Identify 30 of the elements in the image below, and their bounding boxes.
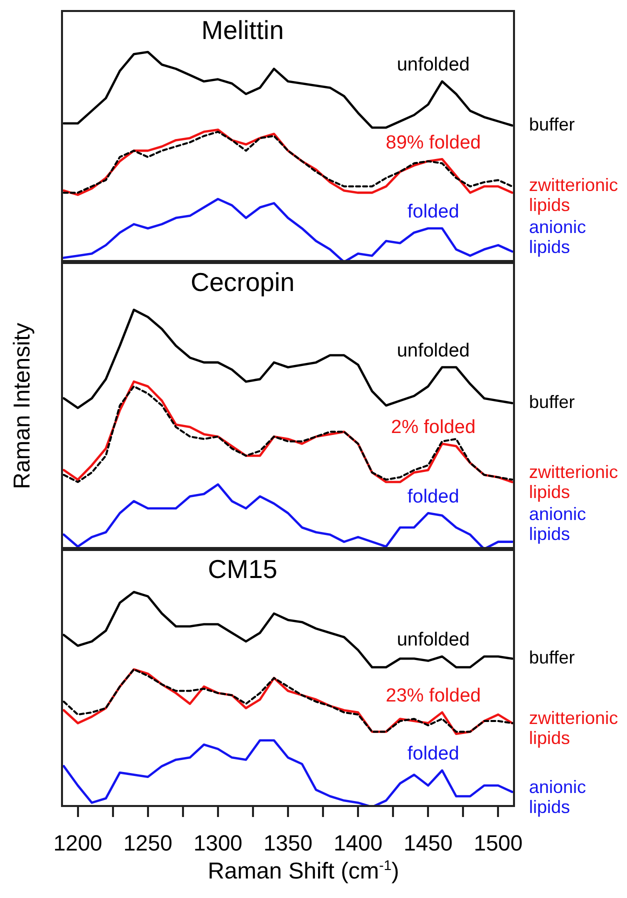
annotation: unfolded	[396, 630, 470, 651]
series-label: anionic lipids	[529, 776, 586, 817]
annotation: folded	[407, 202, 460, 223]
annotation: 2% folded	[391, 417, 476, 438]
x-tick-label: 1350	[264, 830, 312, 856]
x-tick-label: 1300	[193, 830, 242, 856]
series-label: anionic lipids	[529, 504, 586, 544]
chart-title: CM15	[208, 554, 278, 584]
series-label: buffer	[529, 114, 575, 134]
series-label: zwitterionic lipids	[529, 708, 618, 748]
chart-title: Melittin	[201, 15, 284, 46]
x-tick-label: 1450	[404, 830, 453, 856]
series-label: anionic lipids	[529, 216, 586, 257]
annotation: unfolded	[396, 54, 470, 76]
annotation: unfolded	[396, 340, 470, 362]
x-tick-label: 1400	[334, 830, 383, 856]
x-tick-label: 1200	[53, 830, 102, 856]
x-axis-title: Raman Shift (cm$^{-1}$)	[206, 857, 400, 885]
chart-title: Cecropin	[190, 267, 295, 298]
x-tick-label: 1500	[474, 830, 523, 856]
annotation: folded	[407, 744, 460, 765]
series-label: zwitterionic lipids	[529, 174, 618, 215]
series-label: buffer	[529, 392, 575, 412]
series-label: zwitterionic lipids	[529, 462, 618, 502]
annotation: folded	[407, 486, 460, 508]
annotation: 89% folded	[386, 132, 481, 154]
x-tick-label: 1250	[123, 830, 172, 856]
series-label: buffer	[529, 648, 575, 668]
y-axis-title: Raman Intensity	[8, 322, 36, 489]
annotation: 23% folded	[386, 686, 481, 707]
